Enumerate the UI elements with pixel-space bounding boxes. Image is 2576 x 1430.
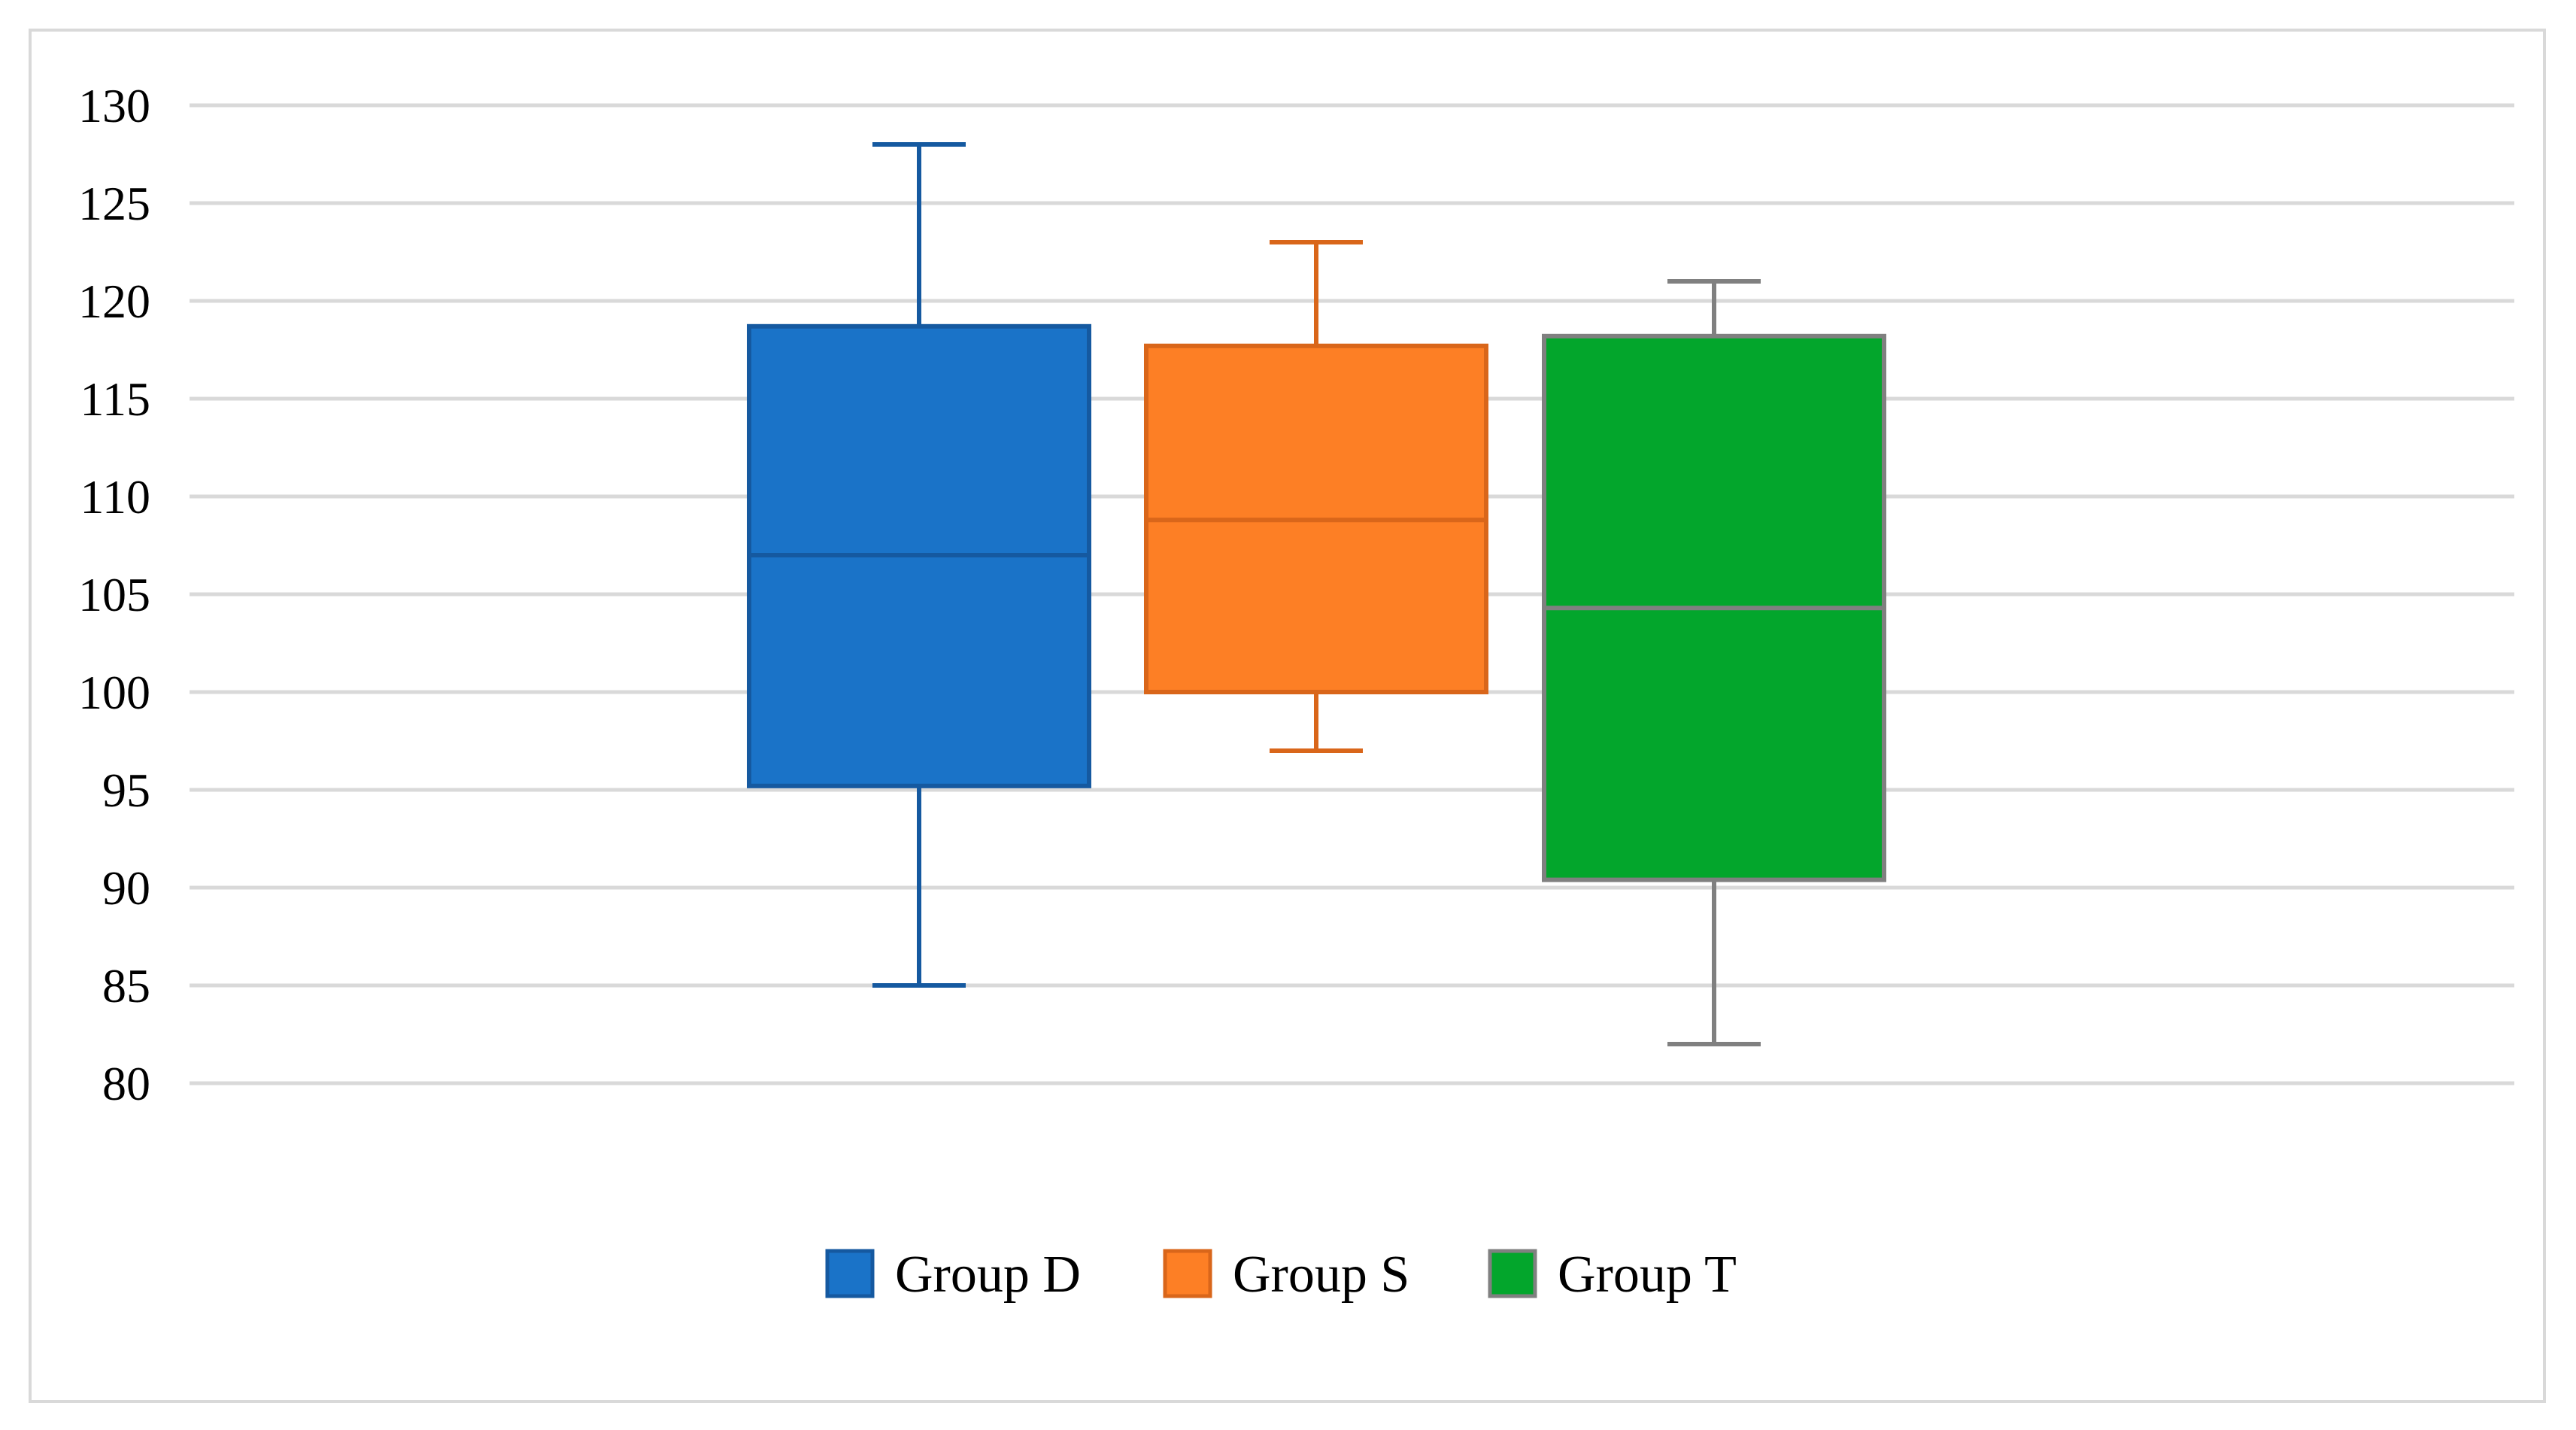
legend-swatch <box>825 1249 875 1298</box>
y-tick-label: 85 <box>102 959 150 1013</box>
y-tick-label: 95 <box>102 764 150 817</box>
y-tick-label: 90 <box>102 861 150 915</box>
y-tick-label: 130 <box>78 79 150 132</box>
box-group-s <box>1144 240 1488 753</box>
y-tick-label: 110 <box>80 470 150 524</box>
legend: Group D Group S Group T <box>825 1246 1737 1304</box>
boxes <box>747 142 1886 1046</box>
box-group-d <box>747 142 1091 988</box>
y-tick-label: 115 <box>80 372 150 426</box>
legend-label: Group S <box>1233 1246 1409 1304</box>
y-tick-label: 125 <box>78 177 150 230</box>
y-tick-label: 105 <box>78 568 150 621</box>
y-tick-label: 80 <box>102 1057 150 1110</box>
legend-label: Group D <box>895 1246 1081 1304</box>
legend-label: Group T <box>1558 1246 1737 1304</box>
legend-swatch <box>1163 1249 1212 1298</box>
y-axis-ticks: 80 85 90 95 100 105 110 115 120 125 130 <box>78 79 150 1110</box>
gridlines <box>190 103 2514 1085</box>
legend-swatch <box>1488 1249 1537 1298</box>
chart-frame <box>29 29 2546 1403</box>
y-tick-label: 120 <box>78 275 150 328</box>
y-tick-label: 100 <box>78 666 150 719</box>
box-group-t <box>1542 279 1886 1046</box>
